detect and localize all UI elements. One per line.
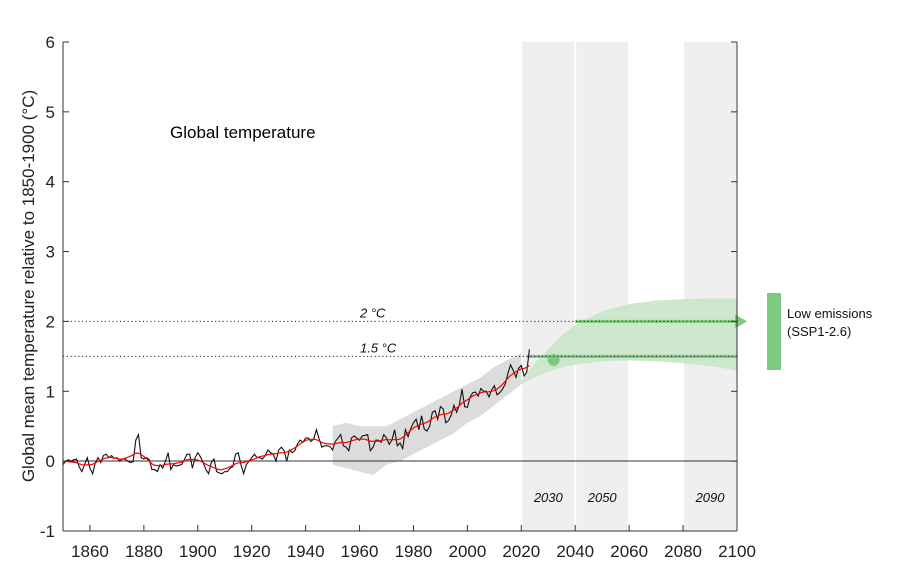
- x-tick-label: 2040: [556, 542, 594, 561]
- legend: Low emissions (SSP1-2.6): [767, 293, 873, 370]
- historical-range-band: [332, 352, 522, 476]
- x-tick-label: 1980: [395, 542, 433, 561]
- y-tick-label: 3: [46, 243, 55, 262]
- y-tick-label: 4: [46, 173, 55, 192]
- highlight-periods: 2030 2050 2090: [522, 42, 736, 531]
- historical-range-area: [332, 352, 522, 476]
- period-label-2090: 2090: [695, 490, 726, 505]
- x-tick-label: 1920: [233, 542, 271, 561]
- x-tick-label: 2000: [448, 542, 486, 561]
- x-tick-label: 1900: [179, 542, 217, 561]
- period-label-2050: 2050: [587, 490, 618, 505]
- x-tick-label: 1860: [71, 542, 109, 561]
- arrowhead-icon: [735, 314, 747, 329]
- x-tick-label: 2100: [718, 542, 756, 561]
- y-tick-label: 2: [46, 312, 55, 331]
- y-tick-label: 5: [46, 103, 55, 122]
- chart-title: Global temperature: [170, 123, 316, 142]
- y-tick-label: 1: [46, 382, 55, 401]
- threshold-lines: 2 °C 1.5 °C: [63, 305, 737, 357]
- x-tick-label: 1940: [287, 542, 325, 561]
- period-band-2090: [684, 42, 736, 531]
- x-tick-label: 2080: [664, 542, 702, 561]
- period-band-2050: [576, 42, 629, 531]
- threshold-label: 2 °C: [359, 305, 386, 320]
- period-band-2030: [522, 42, 575, 531]
- smoothed-line: [62, 364, 530, 471]
- axes: -1 0 1 2 3 4 5 6 1860 1880 1900 1920 1940 1960 1980 200…: [40, 33, 756, 561]
- threshold-label: 1.5 °C: [360, 340, 397, 355]
- y-axis-label: Global mean temperature relative to 1850…: [19, 90, 38, 482]
- y-tick-label: 0: [46, 452, 55, 471]
- legend-label-line1: Low emissions: [787, 306, 873, 321]
- x-tick-label: 1960: [341, 542, 379, 561]
- period-label-2030: 2030: [533, 490, 564, 505]
- observed-lines: [62, 349, 530, 476]
- legend-label-line2: (SSP1-2.6): [787, 324, 851, 339]
- y-tick-label: -1: [40, 522, 55, 541]
- x-tick-label: 2060: [610, 542, 648, 561]
- projection-range-area: [521, 298, 737, 385]
- legend-swatch: [767, 293, 781, 370]
- x-tick-label: 1880: [125, 542, 163, 561]
- x-tick-label: 2020: [502, 542, 540, 561]
- y-tick-label: 6: [46, 33, 55, 52]
- crossing-1-5-marker: [547, 353, 560, 366]
